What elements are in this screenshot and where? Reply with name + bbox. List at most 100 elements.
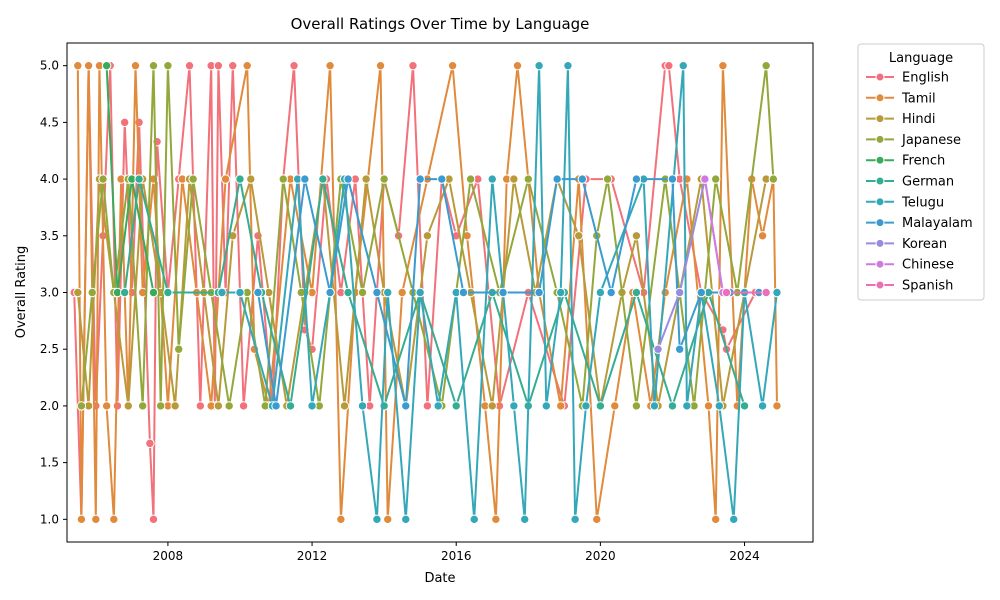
data-point (148, 60, 159, 71)
legend-label: German (902, 175, 954, 190)
legend-label: Hindi (902, 112, 936, 127)
data-point (170, 401, 180, 411)
legend-swatch-marker (875, 134, 885, 144)
legend: Language English Tamil Hindi Japanese French… (857, 43, 985, 301)
data-point (228, 60, 238, 71)
legend-label: English (902, 71, 949, 86)
data-point (667, 174, 678, 184)
data-point (491, 514, 501, 525)
y-tick-label: 4.5 (40, 115, 59, 129)
data-point (447, 60, 458, 71)
y-tick-label: 3.5 (40, 229, 59, 243)
data-point (422, 401, 433, 411)
legend-label: Japanese (901, 133, 961, 148)
data-point (408, 60, 418, 71)
data-point (710, 514, 721, 525)
data-point (519, 514, 530, 525)
legend-entry: Tamil (866, 91, 936, 106)
x-tick-label: 2016 (441, 549, 472, 563)
data-point (595, 401, 606, 411)
y-tick-label: 4.0 (40, 172, 59, 186)
data-point (343, 287, 353, 298)
data-point (289, 60, 299, 71)
data-point (336, 514, 346, 525)
data-point (339, 401, 350, 411)
data-point (188, 174, 198, 184)
data-point (101, 60, 112, 71)
data-point (729, 514, 739, 525)
x-tick-label: 2020 (585, 549, 616, 563)
legend-entry: Chinese (866, 258, 954, 273)
data-point (487, 174, 497, 184)
data-point (595, 287, 606, 298)
data-point (721, 287, 732, 298)
x-tick-label: 2008 (153, 549, 184, 563)
data-point (184, 60, 195, 71)
legend-swatch-marker (875, 259, 885, 269)
data-point (422, 231, 433, 241)
data-point (163, 287, 173, 298)
data-point (469, 514, 479, 525)
data-point (101, 401, 112, 411)
data-point (242, 60, 252, 71)
legend-entry: Hindi (866, 112, 936, 127)
legend-swatch-marker (875, 176, 885, 186)
data-point (465, 174, 476, 184)
legend-label: French (902, 154, 945, 169)
data-point (246, 174, 256, 184)
y-axis: 1.0 1.5 2.0 2.5 3.0 3.5 4.0 4.5 5.0 (40, 59, 67, 526)
legend-title: Language (889, 51, 953, 66)
data-point (606, 287, 616, 298)
legend-label: Telugu (901, 195, 944, 210)
data-point (213, 401, 224, 411)
data-point (415, 174, 425, 184)
data-point (761, 287, 771, 298)
data-point (696, 287, 706, 298)
data-point (285, 401, 296, 411)
data-point (631, 174, 642, 184)
y-tick-label: 2.5 (40, 342, 59, 356)
data-point (401, 401, 411, 411)
data-point (383, 287, 393, 298)
data-point (271, 401, 281, 411)
chart-title: Overall Ratings Over Time by Language (291, 15, 590, 33)
legend-label: Chinese (902, 258, 954, 273)
data-point (556, 287, 566, 298)
data-point (83, 60, 94, 71)
data-point (682, 401, 692, 411)
data-point (357, 401, 368, 411)
data-point (674, 344, 685, 354)
y-tick-label: 1.5 (40, 456, 59, 470)
data-point (357, 287, 368, 298)
data-point (130, 60, 141, 71)
series-line (123, 178, 746, 407)
data-point (112, 401, 123, 411)
data-point (372, 287, 382, 298)
data-point (98, 174, 108, 184)
data-point (325, 287, 335, 298)
data-point (509, 174, 519, 184)
data-point (523, 174, 533, 184)
data-point (217, 287, 227, 298)
data-point (757, 231, 768, 241)
y-tick-label: 1.0 (40, 512, 59, 526)
data-point (372, 514, 382, 525)
legend-label: Spanish (902, 279, 953, 294)
data-point (610, 401, 620, 411)
series-french (101, 60, 159, 298)
legend-swatch-marker (875, 280, 885, 290)
data-point (73, 60, 83, 71)
data-point (437, 174, 447, 184)
data-point (137, 401, 148, 411)
data-point (714, 401, 724, 411)
series-telugu (217, 60, 782, 525)
data-point (123, 401, 133, 411)
data-point (91, 514, 101, 525)
data-point (433, 401, 443, 411)
data-point (570, 514, 580, 525)
data-point (361, 174, 371, 184)
data-point (235, 174, 245, 184)
legend-swatch-marker (875, 155, 885, 165)
data-point (318, 174, 328, 184)
